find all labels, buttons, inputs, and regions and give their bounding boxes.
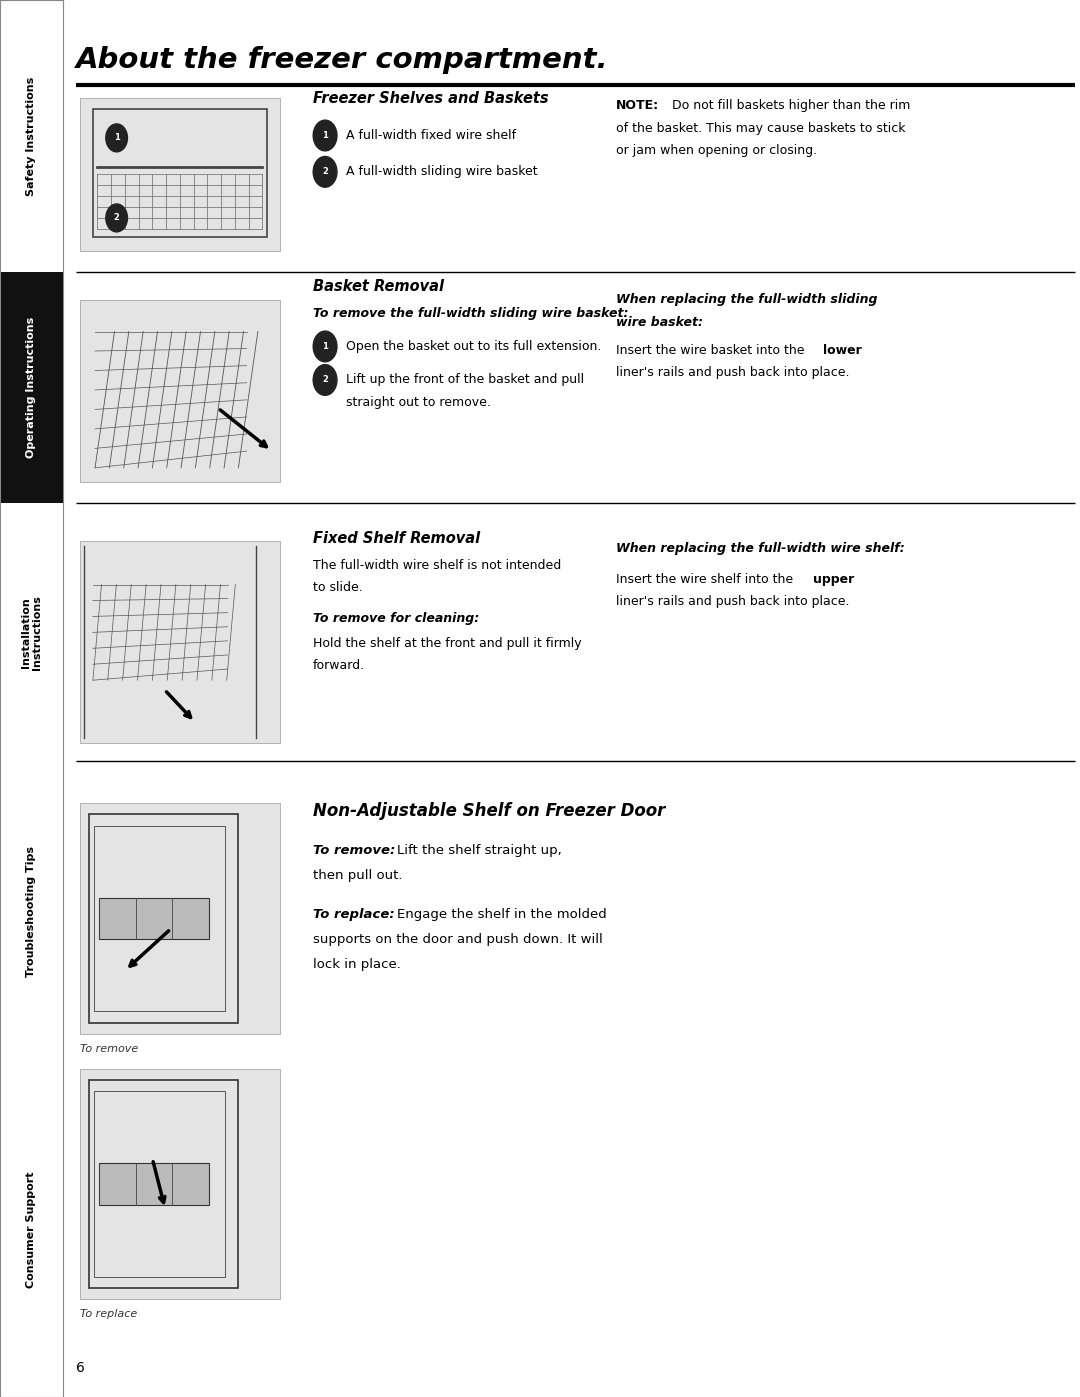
- Text: To remove: To remove: [80, 1044, 138, 1053]
- Text: liner's rails and push back into place.: liner's rails and push back into place.: [616, 366, 849, 379]
- Bar: [93, 109, 267, 237]
- Bar: [0, 0, 63, 272]
- Bar: [94, 826, 226, 1011]
- Text: Do not fill baskets higher than the rim: Do not fill baskets higher than the rim: [672, 99, 910, 112]
- Bar: [80, 300, 280, 482]
- Bar: [89, 1080, 239, 1288]
- Circle shape: [106, 124, 127, 152]
- Text: then pull out.: then pull out.: [313, 869, 403, 882]
- Text: supports on the door and push down. It will: supports on the door and push down. It w…: [313, 933, 603, 946]
- Text: Fixed Shelf Removal: Fixed Shelf Removal: [313, 531, 481, 546]
- Bar: [80, 541, 280, 743]
- Bar: [80, 803, 280, 1034]
- Text: straight out to remove.: straight out to remove.: [346, 395, 490, 409]
- Text: Operating Instructions: Operating Instructions: [26, 317, 37, 458]
- Text: Installation
Instructions: Installation Instructions: [21, 595, 42, 669]
- Circle shape: [313, 120, 337, 151]
- Text: Lift up the front of the basket and pull: Lift up the front of the basket and pull: [346, 373, 583, 387]
- Text: Insert the wire basket into the: Insert the wire basket into the: [616, 344, 808, 356]
- Text: Hold the shelf at the front and pull it firmly: Hold the shelf at the front and pull it …: [313, 637, 582, 650]
- Circle shape: [106, 204, 127, 232]
- Text: or jam when opening or closing.: or jam when opening or closing.: [616, 144, 816, 156]
- Bar: [0, 1062, 63, 1397]
- Text: The full-width wire shelf is not intended: The full-width wire shelf is not intende…: [313, 559, 562, 571]
- Text: 2: 2: [322, 168, 328, 176]
- Bar: [99, 897, 208, 939]
- Text: About the freezer compartment.: About the freezer compartment.: [76, 46, 608, 74]
- Text: Freezer Shelves and Baskets: Freezer Shelves and Baskets: [313, 91, 549, 106]
- Text: 2: 2: [113, 214, 120, 222]
- Text: Open the basket out to its full extension.: Open the basket out to its full extensio…: [346, 339, 600, 353]
- Bar: [0, 503, 63, 761]
- Text: Troubleshooting Tips: Troubleshooting Tips: [26, 847, 37, 977]
- Bar: [80, 98, 280, 251]
- Text: Non-Adjustable Shelf on Freezer Door: Non-Adjustable Shelf on Freezer Door: [313, 802, 665, 820]
- Text: To remove for cleaning:: To remove for cleaning:: [313, 612, 480, 624]
- Circle shape: [313, 365, 337, 395]
- Text: lock in place.: lock in place.: [313, 958, 401, 971]
- Text: upper: upper: [813, 573, 854, 585]
- Text: 1: 1: [322, 131, 328, 140]
- Text: When replacing the full-width wire shelf:: When replacing the full-width wire shelf…: [616, 542, 904, 555]
- Text: wire basket:: wire basket:: [616, 316, 703, 328]
- Text: Insert the wire shelf into the: Insert the wire shelf into the: [616, 573, 797, 585]
- Text: 2: 2: [322, 376, 328, 384]
- Text: A full-width sliding wire basket: A full-width sliding wire basket: [346, 165, 537, 179]
- Circle shape: [313, 331, 337, 362]
- Text: Engage the shelf in the molded: Engage the shelf in the molded: [397, 908, 607, 921]
- Text: liner's rails and push back into place.: liner's rails and push back into place.: [616, 595, 849, 608]
- Bar: [94, 1091, 226, 1277]
- Bar: [80, 1069, 280, 1299]
- Bar: [89, 814, 239, 1023]
- Bar: [0, 272, 63, 503]
- Text: A full-width fixed wire shelf: A full-width fixed wire shelf: [346, 129, 516, 142]
- Text: lower: lower: [823, 344, 862, 356]
- Text: To replace:: To replace:: [313, 908, 395, 921]
- Text: Safety Instructions: Safety Instructions: [26, 77, 37, 196]
- Circle shape: [313, 156, 337, 187]
- Text: to slide.: to slide.: [313, 581, 363, 594]
- Text: To replace: To replace: [80, 1309, 137, 1319]
- Bar: [0, 761, 63, 1062]
- Text: forward.: forward.: [313, 659, 365, 672]
- Text: of the basket. This may cause baskets to stick: of the basket. This may cause baskets to…: [616, 122, 905, 134]
- Text: 1: 1: [113, 133, 120, 142]
- Text: 1: 1: [322, 342, 328, 351]
- Text: 6: 6: [76, 1361, 84, 1375]
- Text: Lift the shelf straight up,: Lift the shelf straight up,: [397, 844, 563, 856]
- Bar: [99, 1162, 208, 1204]
- Text: To remove the full-width sliding wire basket:: To remove the full-width sliding wire ba…: [313, 307, 629, 320]
- Text: Consumer Support: Consumer Support: [26, 1171, 37, 1288]
- Text: When replacing the full-width sliding: When replacing the full-width sliding: [616, 293, 877, 306]
- Text: NOTE:: NOTE:: [616, 99, 659, 112]
- Text: To remove:: To remove:: [313, 844, 395, 856]
- Text: Basket Removal: Basket Removal: [313, 279, 444, 295]
